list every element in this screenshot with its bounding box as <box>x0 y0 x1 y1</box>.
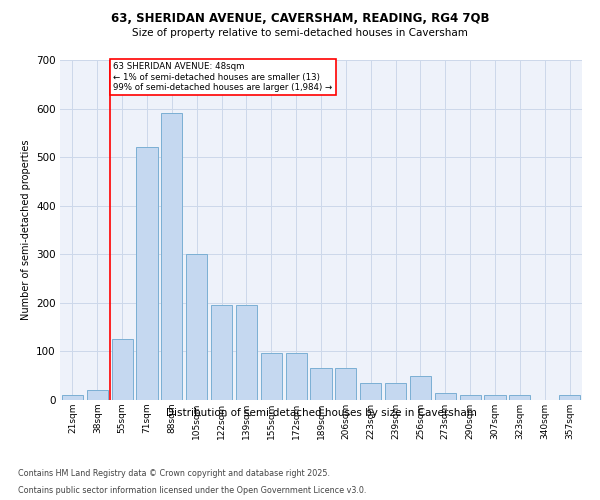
Bar <box>559 395 580 400</box>
Text: Size of property relative to semi-detached houses in Caversham: Size of property relative to semi-detach… <box>132 28 468 38</box>
Bar <box>136 148 158 400</box>
Bar <box>261 353 282 400</box>
Bar <box>310 368 332 400</box>
Bar <box>186 254 207 400</box>
Bar <box>435 392 456 400</box>
Text: Contains HM Land Registry data © Crown copyright and database right 2025.: Contains HM Land Registry data © Crown c… <box>18 468 330 477</box>
Bar <box>410 376 431 400</box>
Bar <box>236 306 257 400</box>
Bar <box>62 395 83 400</box>
Bar <box>509 395 530 400</box>
Bar <box>286 353 307 400</box>
Bar <box>460 395 481 400</box>
Text: 63 SHERIDAN AVENUE: 48sqm
← 1% of semi-detached houses are smaller (13)
99% of s: 63 SHERIDAN AVENUE: 48sqm ← 1% of semi-d… <box>113 62 332 92</box>
Bar <box>112 340 133 400</box>
Text: Contains public sector information licensed under the Open Government Licence v3: Contains public sector information licen… <box>18 486 367 495</box>
Bar <box>385 383 406 400</box>
Bar <box>335 368 356 400</box>
Text: Distribution of semi-detached houses by size in Caversham: Distribution of semi-detached houses by … <box>166 408 476 418</box>
Text: 63, SHERIDAN AVENUE, CAVERSHAM, READING, RG4 7QB: 63, SHERIDAN AVENUE, CAVERSHAM, READING,… <box>111 12 489 26</box>
Bar <box>87 390 108 400</box>
Bar <box>211 306 232 400</box>
Bar <box>360 383 381 400</box>
Y-axis label: Number of semi-detached properties: Number of semi-detached properties <box>20 140 31 320</box>
Bar <box>161 114 182 400</box>
Bar <box>484 395 506 400</box>
